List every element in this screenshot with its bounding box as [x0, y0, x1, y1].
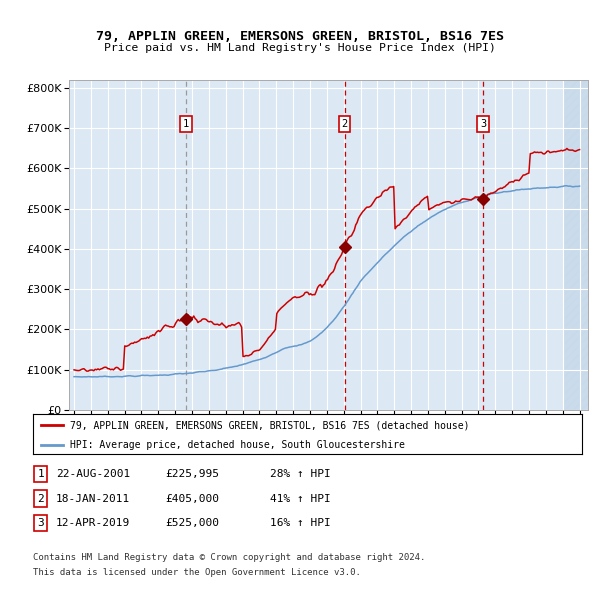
- Text: This data is licensed under the Open Government Licence v3.0.: This data is licensed under the Open Gov…: [33, 568, 361, 577]
- Text: HPI: Average price, detached house, South Gloucestershire: HPI: Average price, detached house, Sout…: [70, 441, 405, 451]
- Text: Contains HM Land Registry data © Crown copyright and database right 2024.: Contains HM Land Registry data © Crown c…: [33, 553, 425, 562]
- Text: 1: 1: [183, 119, 189, 129]
- Text: 28% ↑ HPI: 28% ↑ HPI: [270, 469, 331, 478]
- Text: Price paid vs. HM Land Registry's House Price Index (HPI): Price paid vs. HM Land Registry's House …: [104, 44, 496, 53]
- Text: 1: 1: [37, 469, 44, 478]
- Text: £405,000: £405,000: [165, 494, 219, 503]
- Text: 41% ↑ HPI: 41% ↑ HPI: [270, 494, 331, 503]
- Text: 79, APPLIN GREEN, EMERSONS GREEN, BRISTOL, BS16 7ES: 79, APPLIN GREEN, EMERSONS GREEN, BRISTO…: [96, 30, 504, 43]
- Text: 2: 2: [341, 119, 347, 129]
- Text: 22-AUG-2001: 22-AUG-2001: [56, 469, 130, 478]
- Text: 2: 2: [37, 494, 44, 503]
- Text: 79, APPLIN GREEN, EMERSONS GREEN, BRISTOL, BS16 7ES (detached house): 79, APPLIN GREEN, EMERSONS GREEN, BRISTO…: [70, 421, 470, 431]
- Bar: [564, 80, 588, 410]
- Text: 16% ↑ HPI: 16% ↑ HPI: [270, 519, 331, 528]
- Text: 3: 3: [37, 519, 44, 528]
- Text: £525,000: £525,000: [165, 519, 219, 528]
- Text: 12-APR-2019: 12-APR-2019: [56, 519, 130, 528]
- Text: 3: 3: [480, 119, 487, 129]
- Text: 18-JAN-2011: 18-JAN-2011: [56, 494, 130, 503]
- Text: £225,995: £225,995: [165, 469, 219, 478]
